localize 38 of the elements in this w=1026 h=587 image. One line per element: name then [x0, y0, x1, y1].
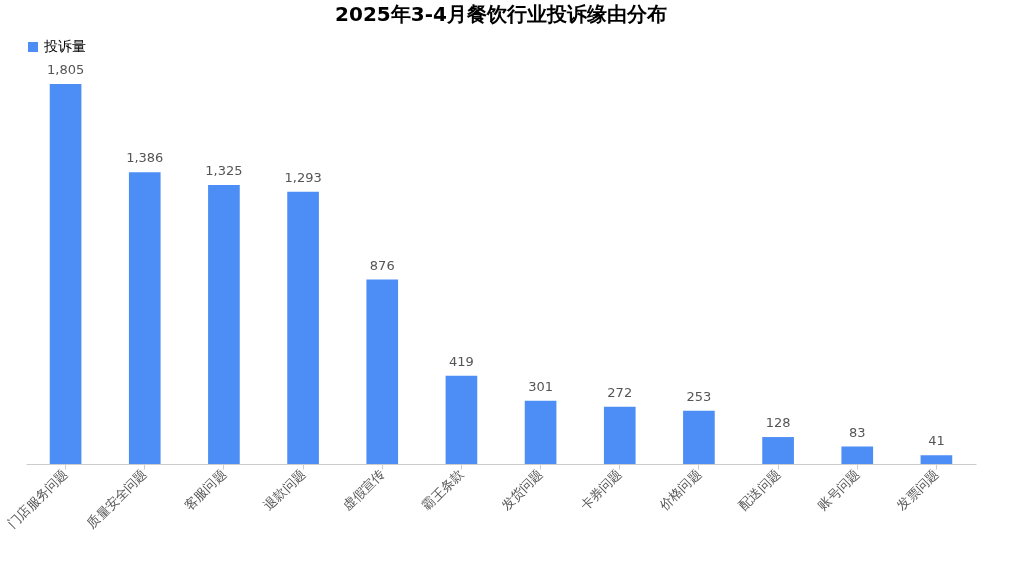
bar — [128, 172, 161, 464]
legend-label: 投诉量 — [43, 38, 86, 54]
data-label: 1,805 — [46, 62, 85, 77]
x-tick-label: 账号问题 — [814, 465, 863, 514]
bar — [49, 84, 82, 464]
bar — [603, 406, 636, 464]
bar — [366, 279, 399, 464]
x-tick-label: 发票问题 — [893, 465, 942, 514]
bar — [841, 446, 874, 464]
data-label: 128 — [765, 415, 791, 431]
bar — [683, 410, 715, 464]
x-tick-label: 卡券问题 — [577, 465, 625, 514]
data-label: 83 — [848, 424, 866, 440]
x-tick-label: 霸王条款 — [418, 465, 467, 514]
data-label: 301 — [528, 378, 553, 394]
data-label: 253 — [686, 388, 712, 404]
x-tick-label: 客服问题 — [181, 465, 229, 514]
data-label: 41 — [928, 433, 945, 449]
bar — [208, 185, 240, 464]
bar — [920, 455, 953, 464]
data-label: 419 — [449, 353, 474, 369]
chart-title: 2025年3-4月餐饮行业投诉缘由分布 — [335, 2, 667, 26]
bar — [287, 191, 319, 464]
bar — [445, 375, 478, 464]
x-tick-label: 发货问题 — [498, 465, 546, 514]
x-tick-label: 虚假宣传 — [339, 465, 388, 514]
bar — [762, 437, 794, 464]
x-tick-label: 配送问题 — [735, 465, 784, 514]
x-tick-label: 退款问题 — [260, 465, 309, 514]
data-label: 1,386 — [126, 150, 164, 166]
x-tick-label: 价格问题 — [655, 465, 704, 514]
data-label: 1,293 — [284, 169, 322, 185]
data-label: 1,325 — [205, 163, 243, 179]
x-tick-label: 质量安全问题 — [83, 465, 150, 532]
data-label: 272 — [607, 384, 633, 400]
bar — [524, 400, 557, 464]
data-label: 876 — [369, 257, 395, 273]
x-tick-label: 门店服务问题 — [4, 465, 71, 532]
